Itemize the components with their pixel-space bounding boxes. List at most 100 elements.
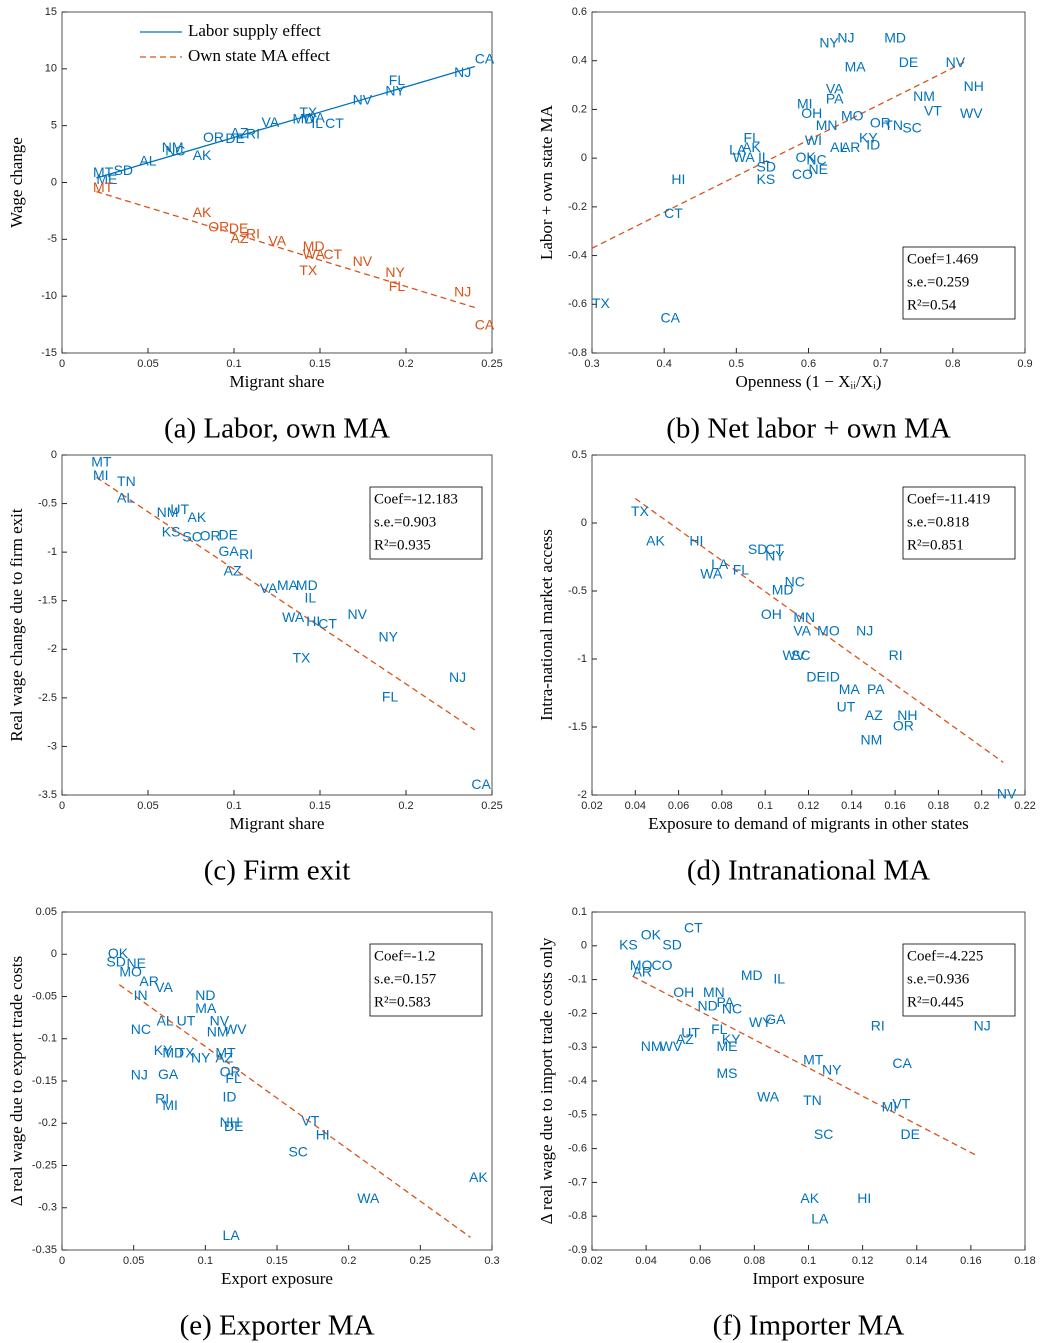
y-tick-label: -0.4	[568, 1075, 587, 1087]
point-label: CT	[765, 541, 784, 557]
point-label: NJ	[131, 1067, 148, 1083]
x-tick-label: 0.2	[974, 800, 989, 812]
x-tick-label: 0.1	[801, 1255, 816, 1267]
point-label: DE	[899, 54, 918, 70]
caption: (c) Firm exit	[204, 855, 351, 887]
point-label: CA	[471, 776, 491, 792]
x-tick-label: 0.6	[801, 358, 816, 370]
point-label: MS	[716, 1065, 737, 1081]
y-axis-label: Intra-national market access	[537, 529, 556, 721]
point-label: NH	[964, 78, 984, 94]
y-tick-label: 0.5	[572, 449, 587, 461]
point-label: TN	[884, 117, 903, 133]
point-label: WV	[660, 1038, 683, 1054]
point-label: CT	[323, 246, 342, 262]
point-label: MI	[797, 95, 813, 111]
point-label: PA	[867, 681, 885, 697]
legend-label: Own state MA effect	[188, 46, 330, 65]
point-label: DE	[225, 130, 244, 146]
y-tick-label: -5	[47, 233, 57, 245]
stats-text: Coef=-4.225	[907, 948, 983, 964]
point-label: AZ	[231, 230, 249, 246]
point-label: HI	[857, 1190, 871, 1206]
point-label: PA	[826, 90, 844, 106]
y-tick-label: -2.5	[38, 692, 57, 704]
point-label: NH	[220, 1114, 240, 1130]
x-tick-label: 0.12	[852, 1255, 873, 1267]
point-label: AZ	[231, 124, 249, 140]
point-label: WA	[357, 1190, 380, 1206]
x-tick-label: 0.14	[906, 1255, 927, 1267]
point-label: VA	[268, 232, 286, 248]
fit-line	[118, 984, 471, 1238]
y-axis-label: Δ real wage due to import trade costs on…	[537, 937, 556, 1224]
x-tick-label: 0.8	[945, 358, 960, 370]
point-label: NC	[722, 1001, 742, 1017]
caption: (f) Importer MA	[713, 1310, 905, 1342]
point-label: OR	[203, 129, 224, 145]
x-tick-label: 0.08	[711, 800, 732, 812]
point-label: NJ	[974, 1018, 991, 1034]
point-label: TX	[299, 104, 318, 120]
point-label: AZ	[676, 1031, 694, 1047]
point-label: VA	[826, 81, 844, 97]
point-label: AZ	[224, 562, 242, 578]
point-label: NM	[207, 1024, 229, 1040]
point-label: FL	[733, 561, 750, 577]
point-label: KY	[859, 129, 878, 145]
point-label: NY	[378, 628, 398, 644]
y-tick-label: 0	[581, 517, 587, 529]
legend-label: Labor supply effect	[188, 21, 321, 40]
point-label: RI	[239, 546, 253, 562]
point-label: AL	[117, 489, 134, 505]
x-tick-label: 0.5	[729, 358, 744, 370]
point-label: OR	[200, 527, 221, 543]
point-label: LA	[729, 142, 747, 158]
point-label: SC	[902, 120, 921, 136]
stats-box	[902, 486, 1016, 560]
point-label: NJ	[454, 283, 471, 299]
x-tick-label: 0.15	[266, 1255, 287, 1267]
point-label: MD	[884, 29, 906, 45]
stats-text: s.e.=0.818	[907, 514, 969, 530]
y-tick-label: -0.6	[568, 298, 587, 310]
y-tick-label: -0.5	[568, 585, 587, 597]
point-label: GA	[219, 543, 240, 559]
point-label: KS	[162, 523, 181, 539]
point-label: OR	[870, 115, 891, 131]
point-label: VT	[301, 1112, 319, 1128]
x-tick-label: 0.04	[625, 800, 646, 812]
y-tick-label: 0.1	[572, 906, 587, 918]
point-label: DE	[224, 1118, 243, 1134]
point-label: WA	[303, 110, 326, 126]
point-label: MN	[793, 609, 815, 625]
point-label: UT	[837, 699, 856, 715]
point-label: MO	[119, 964, 142, 980]
point-label: NM	[157, 504, 179, 520]
point-label: TX	[592, 295, 611, 311]
point-label: NC	[806, 151, 826, 167]
point-label: IL	[758, 149, 770, 165]
point-label: DE	[806, 669, 825, 685]
point-label: CO	[792, 166, 813, 182]
point-label: NY	[822, 1062, 842, 1078]
point-label: LA	[811, 1210, 829, 1226]
point-label: UT	[681, 1024, 700, 1040]
x-tick-label: 0.15	[309, 800, 330, 812]
point-label: NY	[765, 548, 785, 564]
point-label: SD	[662, 937, 681, 953]
x-tick-label: 0.2	[398, 800, 413, 812]
y-tick-label: -0.05	[32, 990, 57, 1002]
x-axis-label: Migrant share	[230, 814, 325, 833]
point-label: ME	[96, 171, 117, 187]
point-label: MI	[882, 1099, 898, 1115]
x-tick-label: 0.2	[341, 1255, 356, 1267]
point-label: KS	[757, 171, 776, 187]
point-label: NJ	[454, 64, 471, 80]
point-label: ID	[826, 669, 840, 685]
point-label: MA	[839, 681, 861, 697]
caption: (d) Intranational MA	[687, 855, 930, 887]
plot-frame	[61, 454, 493, 796]
y-tick-label: 0.2	[572, 103, 587, 115]
point-label: IN	[134, 987, 148, 1003]
